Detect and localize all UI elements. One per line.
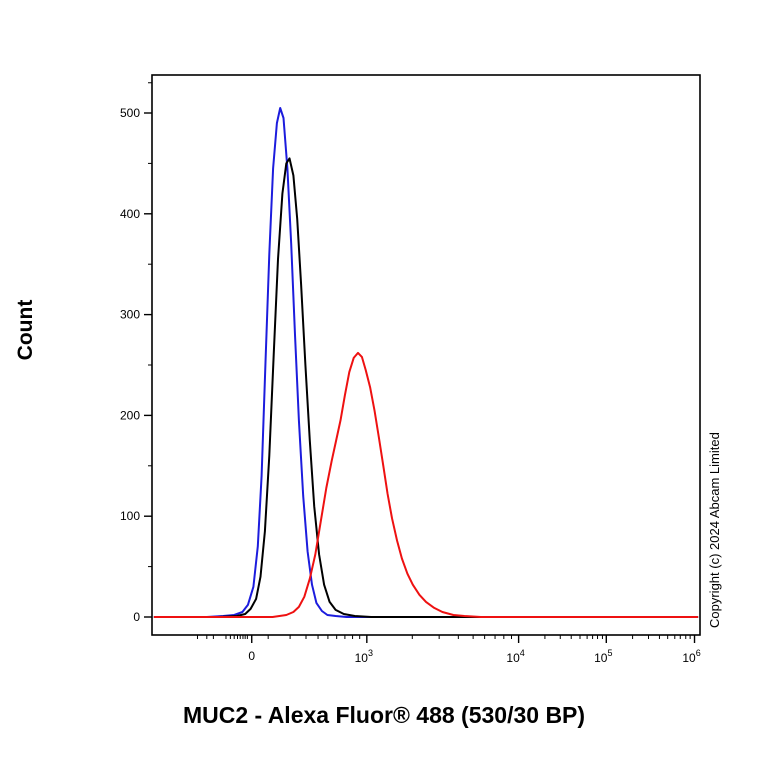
svg-text:0: 0 bbox=[133, 610, 140, 624]
svg-text:300: 300 bbox=[120, 308, 140, 322]
y-axis-title: Count bbox=[14, 299, 37, 361]
svg-text:400: 400 bbox=[120, 207, 140, 221]
x-axis-title: MUC2 - Alexa Fluor® 488 (530/30 BP) bbox=[182, 702, 586, 728]
svg-text:200: 200 bbox=[120, 408, 140, 422]
svg-text:106: 106 bbox=[682, 648, 700, 665]
svg-text:103: 103 bbox=[355, 648, 373, 665]
svg-text:104: 104 bbox=[506, 648, 524, 665]
copyright-text: Copyright (c) 2024 Abcam Limited bbox=[707, 432, 722, 628]
svg-text:105: 105 bbox=[594, 648, 612, 665]
svg-text:0: 0 bbox=[248, 649, 255, 663]
svg-text:500: 500 bbox=[120, 106, 140, 120]
svg-text:100: 100 bbox=[120, 509, 140, 523]
